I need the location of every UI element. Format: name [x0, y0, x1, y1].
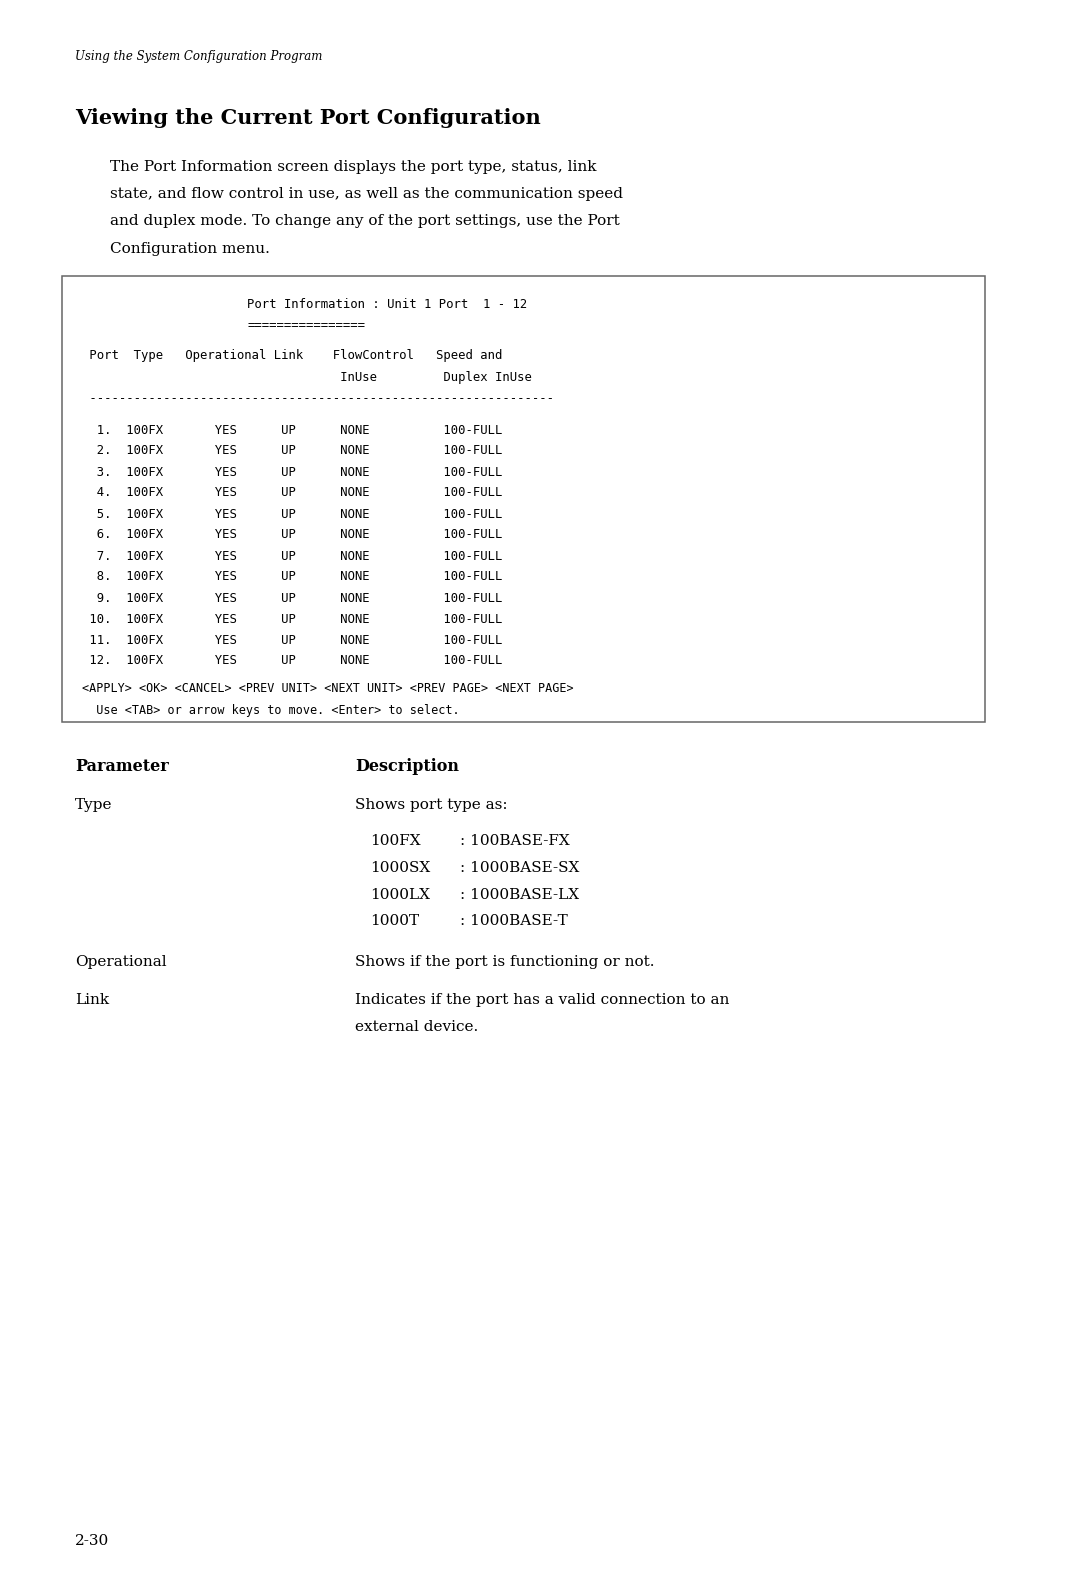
Text: 1000T: 1000T: [370, 914, 419, 928]
Text: Parameter: Parameter: [75, 758, 168, 776]
Text: 11.  100FX       YES      UP      NONE          100-FULL: 11. 100FX YES UP NONE 100-FULL: [82, 634, 502, 647]
Text: Indicates if the port has a valid connection to an: Indicates if the port has a valid connec…: [355, 994, 729, 1008]
Text: external device.: external device.: [355, 1020, 478, 1035]
Text: 4.  100FX       YES      UP      NONE          100-FULL: 4. 100FX YES UP NONE 100-FULL: [82, 487, 502, 499]
Text: 2.  100FX       YES      UP      NONE          100-FULL: 2. 100FX YES UP NONE 100-FULL: [82, 444, 502, 457]
Text: The Port Information screen displays the port type, status, link: The Port Information screen displays the…: [110, 160, 596, 174]
Text: 100FX: 100FX: [370, 834, 420, 848]
Text: and duplex mode. To change any of the port settings, use the Port: and duplex mode. To change any of the po…: [110, 215, 620, 228]
Text: Shows port type as:: Shows port type as:: [355, 798, 508, 812]
Text: ================: ================: [247, 320, 365, 333]
Text: Viewing the Current Port Configuration: Viewing the Current Port Configuration: [75, 108, 541, 129]
Text: Shows if the port is functioning or not.: Shows if the port is functioning or not.: [355, 955, 654, 969]
Text: Description: Description: [355, 758, 459, 776]
Text: Port  Type   Operational Link    FlowControl   Speed and: Port Type Operational Link FlowControl S…: [82, 350, 502, 363]
Text: : 1000BASE-SX: : 1000BASE-SX: [460, 860, 579, 874]
Text: 3.  100FX       YES      UP      NONE          100-FULL: 3. 100FX YES UP NONE 100-FULL: [82, 465, 502, 479]
Text: 10.  100FX       YES      UP      NONE          100-FULL: 10. 100FX YES UP NONE 100-FULL: [82, 612, 502, 625]
Text: 8.  100FX       YES      UP      NONE          100-FULL: 8. 100FX YES UP NONE 100-FULL: [82, 570, 502, 584]
Text: Type: Type: [75, 798, 112, 812]
Text: Port Information : Unit 1 Port  1 - 12: Port Information : Unit 1 Port 1 - 12: [247, 298, 527, 311]
Text: 7.  100FX       YES      UP      NONE          100-FULL: 7. 100FX YES UP NONE 100-FULL: [82, 550, 502, 562]
Text: : 100BASE-FX: : 100BASE-FX: [460, 834, 570, 848]
Bar: [62, 276, 985, 722]
Text: Use <TAB> or arrow keys to move. <Enter> to select.: Use <TAB> or arrow keys to move. <Enter>…: [82, 703, 460, 717]
Text: InUse         Duplex InUse: InUse Duplex InUse: [82, 371, 531, 385]
Text: state, and flow control in use, as well as the communication speed: state, and flow control in use, as well …: [110, 187, 623, 201]
Text: : 1000BASE-LX: : 1000BASE-LX: [460, 887, 579, 901]
Text: 9.  100FX       YES      UP      NONE          100-FULL: 9. 100FX YES UP NONE 100-FULL: [82, 592, 502, 604]
Text: 2-30: 2-30: [75, 1534, 109, 1548]
Text: Configuration menu.: Configuration menu.: [110, 242, 270, 256]
Text: ---------------------------------------------------------------: ----------------------------------------…: [82, 392, 554, 405]
Text: 12.  100FX       YES      UP      NONE          100-FULL: 12. 100FX YES UP NONE 100-FULL: [82, 655, 502, 667]
Text: 5.  100FX       YES      UP      NONE          100-FULL: 5. 100FX YES UP NONE 100-FULL: [82, 507, 502, 521]
Text: Link: Link: [75, 994, 109, 1008]
Text: 1.  100FX       YES      UP      NONE          100-FULL: 1. 100FX YES UP NONE 100-FULL: [82, 424, 502, 436]
Text: 1000SX: 1000SX: [370, 860, 430, 874]
Text: Operational: Operational: [75, 955, 166, 969]
Text: 1000LX: 1000LX: [370, 887, 430, 901]
Text: : 1000BASE-T: : 1000BASE-T: [460, 914, 568, 928]
Text: Using the System Configuration Program: Using the System Configuration Program: [75, 50, 322, 63]
Text: <APPLY> <OK> <CANCEL> <PREV UNIT> <NEXT UNIT> <PREV PAGE> <NEXT PAGE>: <APPLY> <OK> <CANCEL> <PREV UNIT> <NEXT …: [82, 683, 573, 696]
Text: 6.  100FX       YES      UP      NONE          100-FULL: 6. 100FX YES UP NONE 100-FULL: [82, 529, 502, 542]
